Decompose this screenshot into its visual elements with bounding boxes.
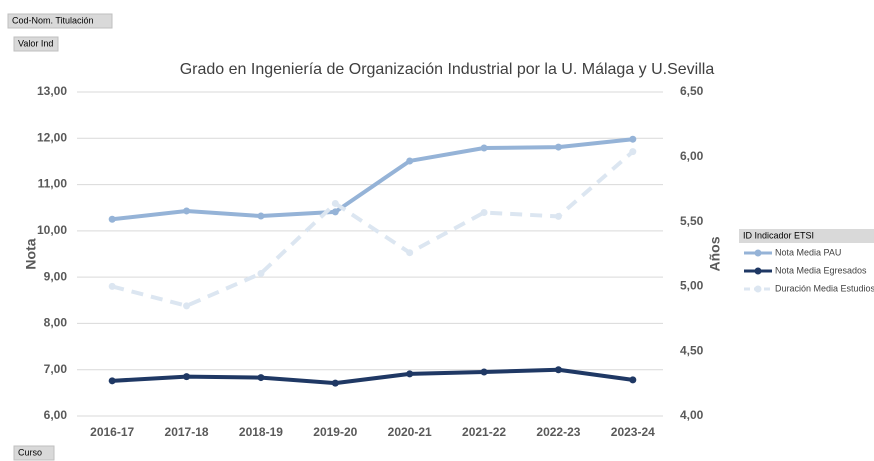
chart-title: Grado en Ingeniería de Organización Indu… <box>180 61 715 78</box>
y2-tick-label: 5,50 <box>680 214 704 228</box>
data-point <box>257 212 265 220</box>
data-point <box>108 215 116 223</box>
data-point <box>554 366 562 374</box>
y2-tick-label: 4,50 <box>680 343 704 357</box>
legend-marker <box>754 249 762 257</box>
series-line <box>112 367 634 386</box>
y-tick-label: 9,00 <box>44 269 68 283</box>
data-point <box>257 374 265 382</box>
data-point <box>331 208 339 216</box>
data-point <box>257 269 265 277</box>
x-tick-label: 2016-17 <box>90 425 134 439</box>
y-tick-label: 6,00 <box>44 408 68 422</box>
x-tick-label: 2018-19 <box>239 425 283 439</box>
y2-tick-label: 5,00 <box>680 279 704 293</box>
legend-label: Nota Media Egresados <box>775 265 867 275</box>
data-point <box>480 209 488 217</box>
y-tick-label: 11,00 <box>38 177 68 191</box>
data-point <box>554 212 562 220</box>
axis-button-label: Curso <box>18 447 42 457</box>
data-point <box>554 143 562 151</box>
data-point <box>331 199 339 207</box>
data-point <box>629 135 637 143</box>
y-tick-label: 10,00 <box>37 223 67 237</box>
legend-title: ID Indicador ETSI <box>743 230 814 240</box>
x-tick-label: 2023-24 <box>611 425 655 439</box>
x-tick-label: 2019-20 <box>313 425 357 439</box>
data-point <box>406 370 414 378</box>
y-tick-label: 12,00 <box>37 130 67 144</box>
data-point <box>629 148 637 156</box>
axis-button[interactable] <box>13 445 55 461</box>
legend-marker <box>754 267 762 275</box>
x-tick-label: 2020-21 <box>388 425 432 439</box>
y2-tick-label: 6,00 <box>680 149 704 163</box>
series-line <box>111 137 634 222</box>
y-axis-label: Nota <box>23 238 39 269</box>
series-line <box>111 150 635 308</box>
legend-marker <box>754 285 762 293</box>
y2-tick-label: 4,00 <box>680 408 704 422</box>
legend-label: Nota Media PAU <box>775 247 841 257</box>
y-tick-label: 7,00 <box>44 362 68 376</box>
data-point <box>108 282 116 290</box>
data-point <box>183 302 191 310</box>
legend-label: Duración Media Estudios <box>775 283 874 293</box>
data-point <box>406 157 414 165</box>
data-point <box>406 249 414 257</box>
data-point <box>629 376 637 384</box>
data-point <box>480 368 488 376</box>
x-tick-label: 2021-22 <box>462 425 506 439</box>
values-button[interactable] <box>13 36 59 52</box>
data-point <box>183 373 191 381</box>
y2-axis-label: Años <box>707 236 723 271</box>
filter-button-label: Cod-Nom. Titulación <box>12 15 94 25</box>
x-tick-label: 2017-18 <box>165 425 209 439</box>
data-point <box>183 207 191 215</box>
data-point <box>331 379 339 387</box>
y2-tick-label: 6,50 <box>680 84 704 98</box>
y-tick-label: 13,00 <box>37 84 67 98</box>
data-point <box>108 377 116 385</box>
legend-header[interactable] <box>739 229 874 243</box>
filter-button[interactable] <box>7 13 113 29</box>
y-tick-label: 8,00 <box>44 316 68 330</box>
data-point <box>480 144 488 152</box>
values-button-label: Valor Ind <box>18 38 53 48</box>
x-tick-label: 2022-23 <box>536 425 580 439</box>
